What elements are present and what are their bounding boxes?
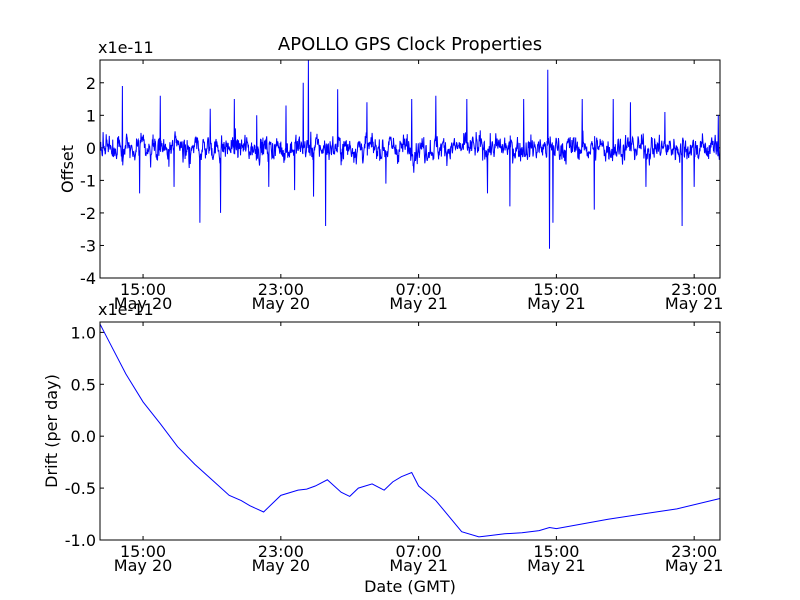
x-tick-date-label: May 20 (114, 556, 173, 575)
offset-frame (99, 59, 721, 279)
x-tick-time-label: 15:00 (533, 542, 579, 561)
y-tick-label: 2 (86, 74, 96, 93)
offset-scale-label: x1e-11 (98, 38, 154, 57)
y-tick-label: -2 (80, 204, 96, 223)
drift-x-axis-label: Date (GMT) (364, 577, 456, 596)
x-tick-date-label: May 21 (527, 294, 586, 313)
x-tick-date-label: May 20 (114, 294, 173, 313)
offset-y-axis-label: Offset (58, 145, 77, 193)
x-tick-time-label: 15:00 (533, 280, 579, 299)
x-tick-date-label: May 21 (665, 294, 724, 313)
y-tick-label: -1 (80, 171, 96, 190)
x-tick-time-label: 07:00 (396, 280, 442, 299)
x-tick-time-label: 23:00 (258, 280, 304, 299)
x-tick-date-label: May 20 (252, 556, 311, 575)
x-tick-date-label: May 21 (389, 294, 448, 313)
y-tick-label: -4 (80, 269, 96, 288)
y-tick-label: 0.5 (71, 375, 96, 394)
drift-plot-area (100, 322, 720, 540)
x-tick-date-label: May 20 (252, 294, 311, 313)
offset-plot-area (100, 60, 720, 278)
drift-series-line (99, 323, 721, 538)
drift-frame (99, 321, 721, 541)
y-tick-label: 1.0 (71, 323, 96, 342)
x-tick-date-label: May 21 (527, 556, 586, 575)
y-tick-label: 0.0 (71, 427, 96, 446)
offset-series-line (99, 59, 721, 249)
drift-scale-label: x1e-11 (98, 300, 154, 319)
chart-title: APOLLO GPS Clock Properties (278, 34, 542, 55)
y-tick-label: -0.5 (65, 479, 96, 498)
x-tick-date-label: May 21 (665, 556, 724, 575)
x-tick-time-label: 23:00 (671, 542, 717, 561)
y-tick-label: 0 (86, 139, 96, 158)
y-tick-label: 1 (86, 106, 96, 125)
x-tick-time-label: 23:00 (671, 280, 717, 299)
drift-y-axis-label: Drift (per day) (42, 374, 61, 488)
x-tick-time-label: 07:00 (396, 542, 442, 561)
x-tick-time-label: 15:00 (120, 280, 166, 299)
x-tick-time-label: 23:00 (258, 542, 304, 561)
x-tick-date-label: May 21 (389, 556, 448, 575)
y-tick-label: -1.0 (65, 531, 96, 550)
x-tick-time-label: 15:00 (120, 542, 166, 561)
y-tick-label: -3 (80, 236, 96, 255)
